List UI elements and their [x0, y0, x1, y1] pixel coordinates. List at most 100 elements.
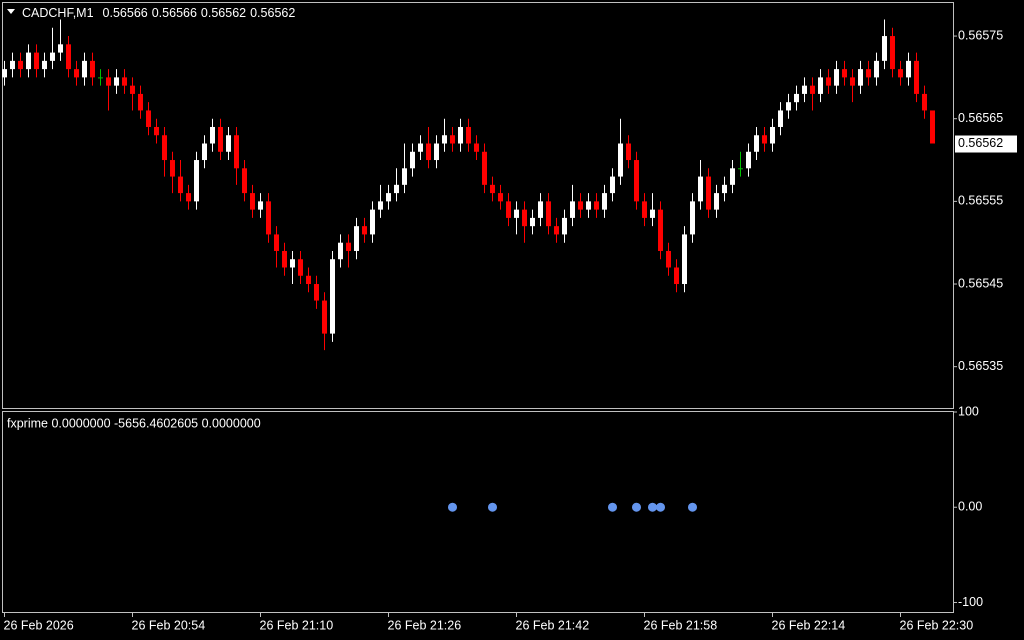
candle-body	[394, 184, 399, 194]
candle-body	[306, 275, 311, 285]
candle-body	[634, 160, 639, 202]
candle-body	[626, 143, 631, 161]
candle-body	[274, 234, 279, 251]
x-tick-label: 26 Feb 21:42	[516, 618, 590, 632]
candle-body	[402, 168, 407, 185]
candle-body	[490, 184, 495, 194]
x-tick-label: 26 Feb 2026	[4, 618, 74, 632]
candle-body	[322, 300, 327, 334]
candle-body	[218, 126, 223, 152]
candle-body	[330, 259, 335, 334]
candle-body	[818, 77, 823, 94]
candle-body	[578, 201, 583, 210]
candle-body	[898, 69, 903, 78]
candle-body	[90, 60, 95, 78]
candle-body	[26, 52, 31, 70]
candle-body	[114, 77, 119, 86]
candle-body	[506, 201, 511, 218]
header-low: 0.56562	[201, 6, 246, 20]
candle-body	[42, 60, 47, 70]
x-tick-label: 26 Feb 20:54	[132, 618, 206, 632]
candle-body	[162, 135, 167, 161]
candle-body	[450, 135, 455, 144]
y-tick-label: 0.56565	[958, 111, 1003, 125]
candle-body	[738, 168, 743, 170]
y-tick-label: 0.56535	[958, 359, 1003, 373]
candle-body	[178, 176, 183, 194]
candle-body	[594, 201, 599, 210]
indicator-dot	[688, 502, 697, 512]
candle-body	[874, 60, 879, 78]
candle-body	[250, 193, 255, 210]
candle-body	[498, 193, 503, 202]
candle-body	[18, 60, 23, 70]
candle-body	[530, 217, 535, 227]
candle-body	[650, 209, 655, 218]
candle-body	[682, 234, 687, 285]
candle-body	[850, 77, 855, 86]
y-tick-label: 0.56555	[958, 194, 1003, 208]
candle-body	[146, 110, 151, 127]
candle-body	[434, 143, 439, 161]
candle-body	[906, 60, 911, 78]
x-tick-label: 26 Feb 22:30	[900, 618, 974, 632]
y-tick-label: 0.56575	[958, 28, 1003, 42]
candle-body	[746, 151, 751, 169]
candle-body	[554, 226, 559, 235]
candle-body	[106, 77, 111, 86]
candle-body	[514, 209, 519, 218]
candle-body	[770, 126, 775, 144]
y2-tick-label: 100	[958, 404, 979, 418]
candle-body	[810, 85, 815, 94]
candle-body	[690, 201, 695, 235]
y2-tick-label: -100	[958, 595, 983, 609]
menu-triangle[interactable]	[7, 9, 15, 14]
candle-body	[570, 201, 575, 218]
candle-body	[658, 209, 663, 251]
candle-body	[602, 193, 607, 210]
candle-body	[722, 184, 727, 194]
candle-body	[538, 201, 543, 218]
candle-body	[386, 193, 391, 202]
chart-header: CADCHF,M1 0.56566 0.56566 0.56562 0.56562	[22, 6, 295, 20]
candle-body	[562, 217, 567, 235]
candle-body	[210, 126, 215, 144]
candle-body	[842, 69, 847, 78]
x-tick-label: 26 Feb 21:58	[644, 618, 718, 632]
candle-body	[290, 259, 295, 268]
candle-body	[154, 126, 159, 136]
candle-body	[138, 93, 143, 111]
candle-body	[74, 69, 79, 78]
candle-body	[714, 193, 719, 210]
y2-tick-label: 0.00	[958, 500, 982, 514]
candle-body	[474, 143, 479, 152]
header-high: 0.56566	[152, 6, 197, 20]
candle-body	[802, 85, 807, 94]
symbol: CADCHF,M1	[22, 6, 94, 20]
candle-body	[834, 69, 839, 86]
candle-body	[426, 143, 431, 161]
candle-body	[98, 77, 103, 79]
candle-body	[58, 44, 63, 53]
candle-body	[194, 160, 199, 202]
candle-body	[242, 168, 247, 194]
candle-body	[202, 143, 207, 161]
candle-body	[826, 77, 831, 86]
price-label-box	[955, 135, 1017, 153]
candle-body	[442, 135, 447, 144]
candle-body	[282, 250, 287, 268]
candle-body	[10, 60, 15, 70]
x-tick-label: 26 Feb 21:10	[260, 618, 334, 632]
candle-body	[546, 201, 551, 227]
candle-body	[226, 135, 231, 152]
candle-body	[522, 209, 527, 227]
candle-body	[642, 201, 647, 218]
indicator-dot	[656, 502, 665, 512]
x-tick-label: 26 Feb 21:26	[388, 618, 462, 632]
candle-body	[258, 201, 263, 210]
candle-body	[586, 201, 591, 210]
candle-body	[50, 52, 55, 61]
indicator-label: fxprime 0.0000000 -5656.4602605 0.000000…	[7, 416, 261, 430]
candle-body	[674, 267, 679, 285]
